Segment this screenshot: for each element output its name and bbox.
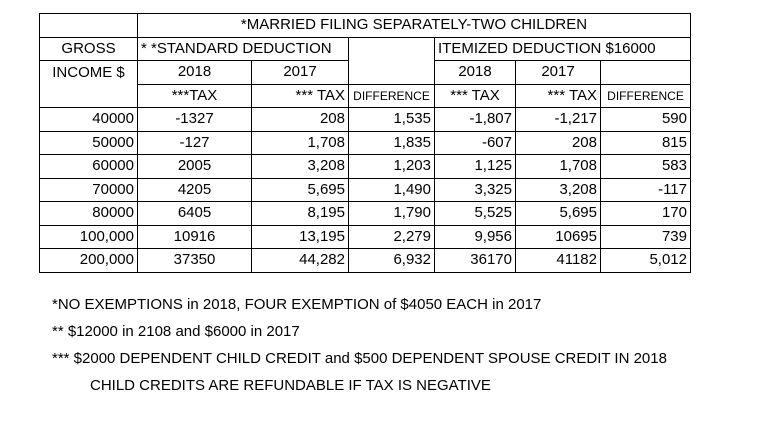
item-difference-cell: 815 [600, 130, 691, 155]
std-tax-2018-cell: 6405 [137, 201, 252, 226]
standard-deduction-header: * *STANDARD DEDUCTION [137, 36, 349, 61]
std-difference-cell: 1,490 [348, 177, 435, 202]
tax-comparison-table: *MARRIED FILING SEPARATELY-TWO CHILDREN … [39, 13, 691, 273]
table-row: 80000 6405 8,195 1,790 5,525 5,695 170 [39, 201, 691, 226]
item-tax-2018-cell: 1,125 [434, 154, 516, 179]
footnotes: *NO EXEMPTIONS in 2018, FOUR EXEMPTION o… [52, 291, 667, 399]
item-difference-cell: 739 [600, 224, 691, 249]
footnote-refundable: CHILD CREDITS ARE REFUNDABLE IF TAX IS N… [90, 377, 491, 394]
table-row: 40000 -1327 208 1,535 -1,807 -1,217 590 [39, 107, 691, 132]
gross-income-cell: 40000 [39, 107, 138, 132]
item-tax-2017-cell: 1,708 [515, 154, 601, 179]
item-tax-2018-cell: -1,807 [434, 107, 516, 132]
gross-income-cell: 70000 [39, 177, 138, 202]
item-tax-2018-cell: 3,325 [434, 177, 516, 202]
std-difference-cell: 1,790 [348, 201, 435, 226]
gross-income-cell: 50000 [39, 130, 138, 155]
footnote-standard-deduction: ** $12000 in 2108 and $6000 in 2017 [52, 323, 300, 340]
std-tax-2017-cell: 8,195 [251, 201, 349, 226]
std-tax-2018-cell: 2005 [137, 154, 252, 179]
gross-income-cell: 100,000 [39, 224, 138, 249]
table-row: 70000 4205 5,695 1,490 3,325 3,208 -117 [39, 177, 691, 202]
std-difference-header: DIFFERENCE [348, 83, 435, 108]
item-tax-2017-cell: 10695 [515, 224, 601, 249]
std-difference-cell: 2,279 [348, 224, 435, 249]
std-tax-2018-header: ***TAX [137, 83, 252, 108]
std-difference-cell: 1,835 [348, 130, 435, 155]
item-difference-header: DIFFERENCE [600, 83, 691, 108]
table-row: 60000 2005 3,208 1,203 1,125 1,708 583 [39, 154, 691, 179]
std-year-2017: 2017 [251, 60, 349, 85]
table-row: 50000 -127 1,708 1,835 -607 208 815 [39, 130, 691, 155]
item-tax-2018-cell: -607 [434, 130, 516, 155]
item-tax-2018-cell: 9,956 [434, 224, 516, 249]
item-difference-cell: 5,012 [600, 248, 691, 273]
gross-income-cell: 60000 [39, 154, 138, 179]
std-tax-2018-cell: -127 [137, 130, 252, 155]
std-tax-2018-cell: -1327 [137, 107, 252, 132]
item-difference-cell: 590 [600, 107, 691, 132]
std-tax-2018-cell: 37350 [137, 248, 252, 273]
item-tax-2018-cell: 36170 [434, 248, 516, 273]
std-tax-2018-cell: 10916 [137, 224, 252, 249]
item-difference-cell: 583 [600, 154, 691, 179]
item-year-2017: 2017 [515, 60, 601, 85]
std-tax-2017-cell: 1,708 [251, 130, 349, 155]
item-tax-2017-cell: 208 [515, 130, 601, 155]
std-tax-2017-cell: 3,208 [251, 154, 349, 179]
item-tax-2017-cell: 41182 [515, 248, 601, 273]
gross-income-cell: 80000 [39, 201, 138, 226]
std-difference-cell: 6,932 [348, 248, 435, 273]
footnote-child-credit: *** $2000 DEPENDENT CHILD CREDIT and $50… [52, 350, 667, 367]
income-header: INCOME $ [39, 60, 138, 84]
header-row-1: GROSS * *STANDARD DEDUCTION ITEMIZED DED… [39, 36, 691, 61]
header-row-2: INCOME $ 2018 2017 2018 2017 [39, 60, 691, 85]
std-tax-2017-cell: 5,695 [251, 177, 349, 202]
item-difference-cell: 170 [600, 201, 691, 226]
item-tax-2017-cell: -1,217 [515, 107, 601, 132]
table-title: *MARRIED FILING SEPARATELY-TWO CHILDREN [137, 13, 691, 38]
itemized-deduction-header: ITEMIZED DEDUCTION $16000 [434, 36, 691, 61]
std-tax-2018-cell: 4205 [137, 177, 252, 202]
item-tax-2017-cell: 5,695 [515, 201, 601, 226]
table-row: 200,000 37350 44,282 6,932 36170 41182 5… [39, 248, 691, 273]
title-row: *MARRIED FILING SEPARATELY-TWO CHILDREN [39, 13, 691, 38]
item-tax-2018-header: *** TAX [434, 83, 516, 108]
gross-income-cell: 200,000 [39, 248, 138, 273]
std-difference-cell: 1,535 [348, 107, 435, 132]
footnote-exemptions: *NO EXEMPTIONS in 2018, FOUR EXEMPTION o… [52, 296, 542, 313]
std-tax-2017-cell: 44,282 [251, 248, 349, 273]
gross-header: GROSS [39, 36, 138, 61]
std-tax-2017-header: *** TAX [251, 83, 349, 108]
std-difference-cell: 1,203 [348, 154, 435, 179]
std-tax-2017-cell: 13,195 [251, 224, 349, 249]
std-tax-2017-cell: 208 [251, 107, 349, 132]
item-tax-2017-cell: 3,208 [515, 177, 601, 202]
header-row-3: ***TAX *** TAX DIFFERENCE *** TAX *** TA… [39, 83, 691, 108]
table-row: 100,000 10916 13,195 2,279 9,956 10695 7… [39, 224, 691, 249]
item-year-2018: 2018 [434, 60, 516, 85]
item-tax-2018-cell: 5,525 [434, 201, 516, 226]
std-year-2018: 2018 [137, 60, 252, 85]
item-difference-cell: -117 [600, 177, 691, 202]
item-tax-2017-header: *** TAX [515, 83, 601, 108]
